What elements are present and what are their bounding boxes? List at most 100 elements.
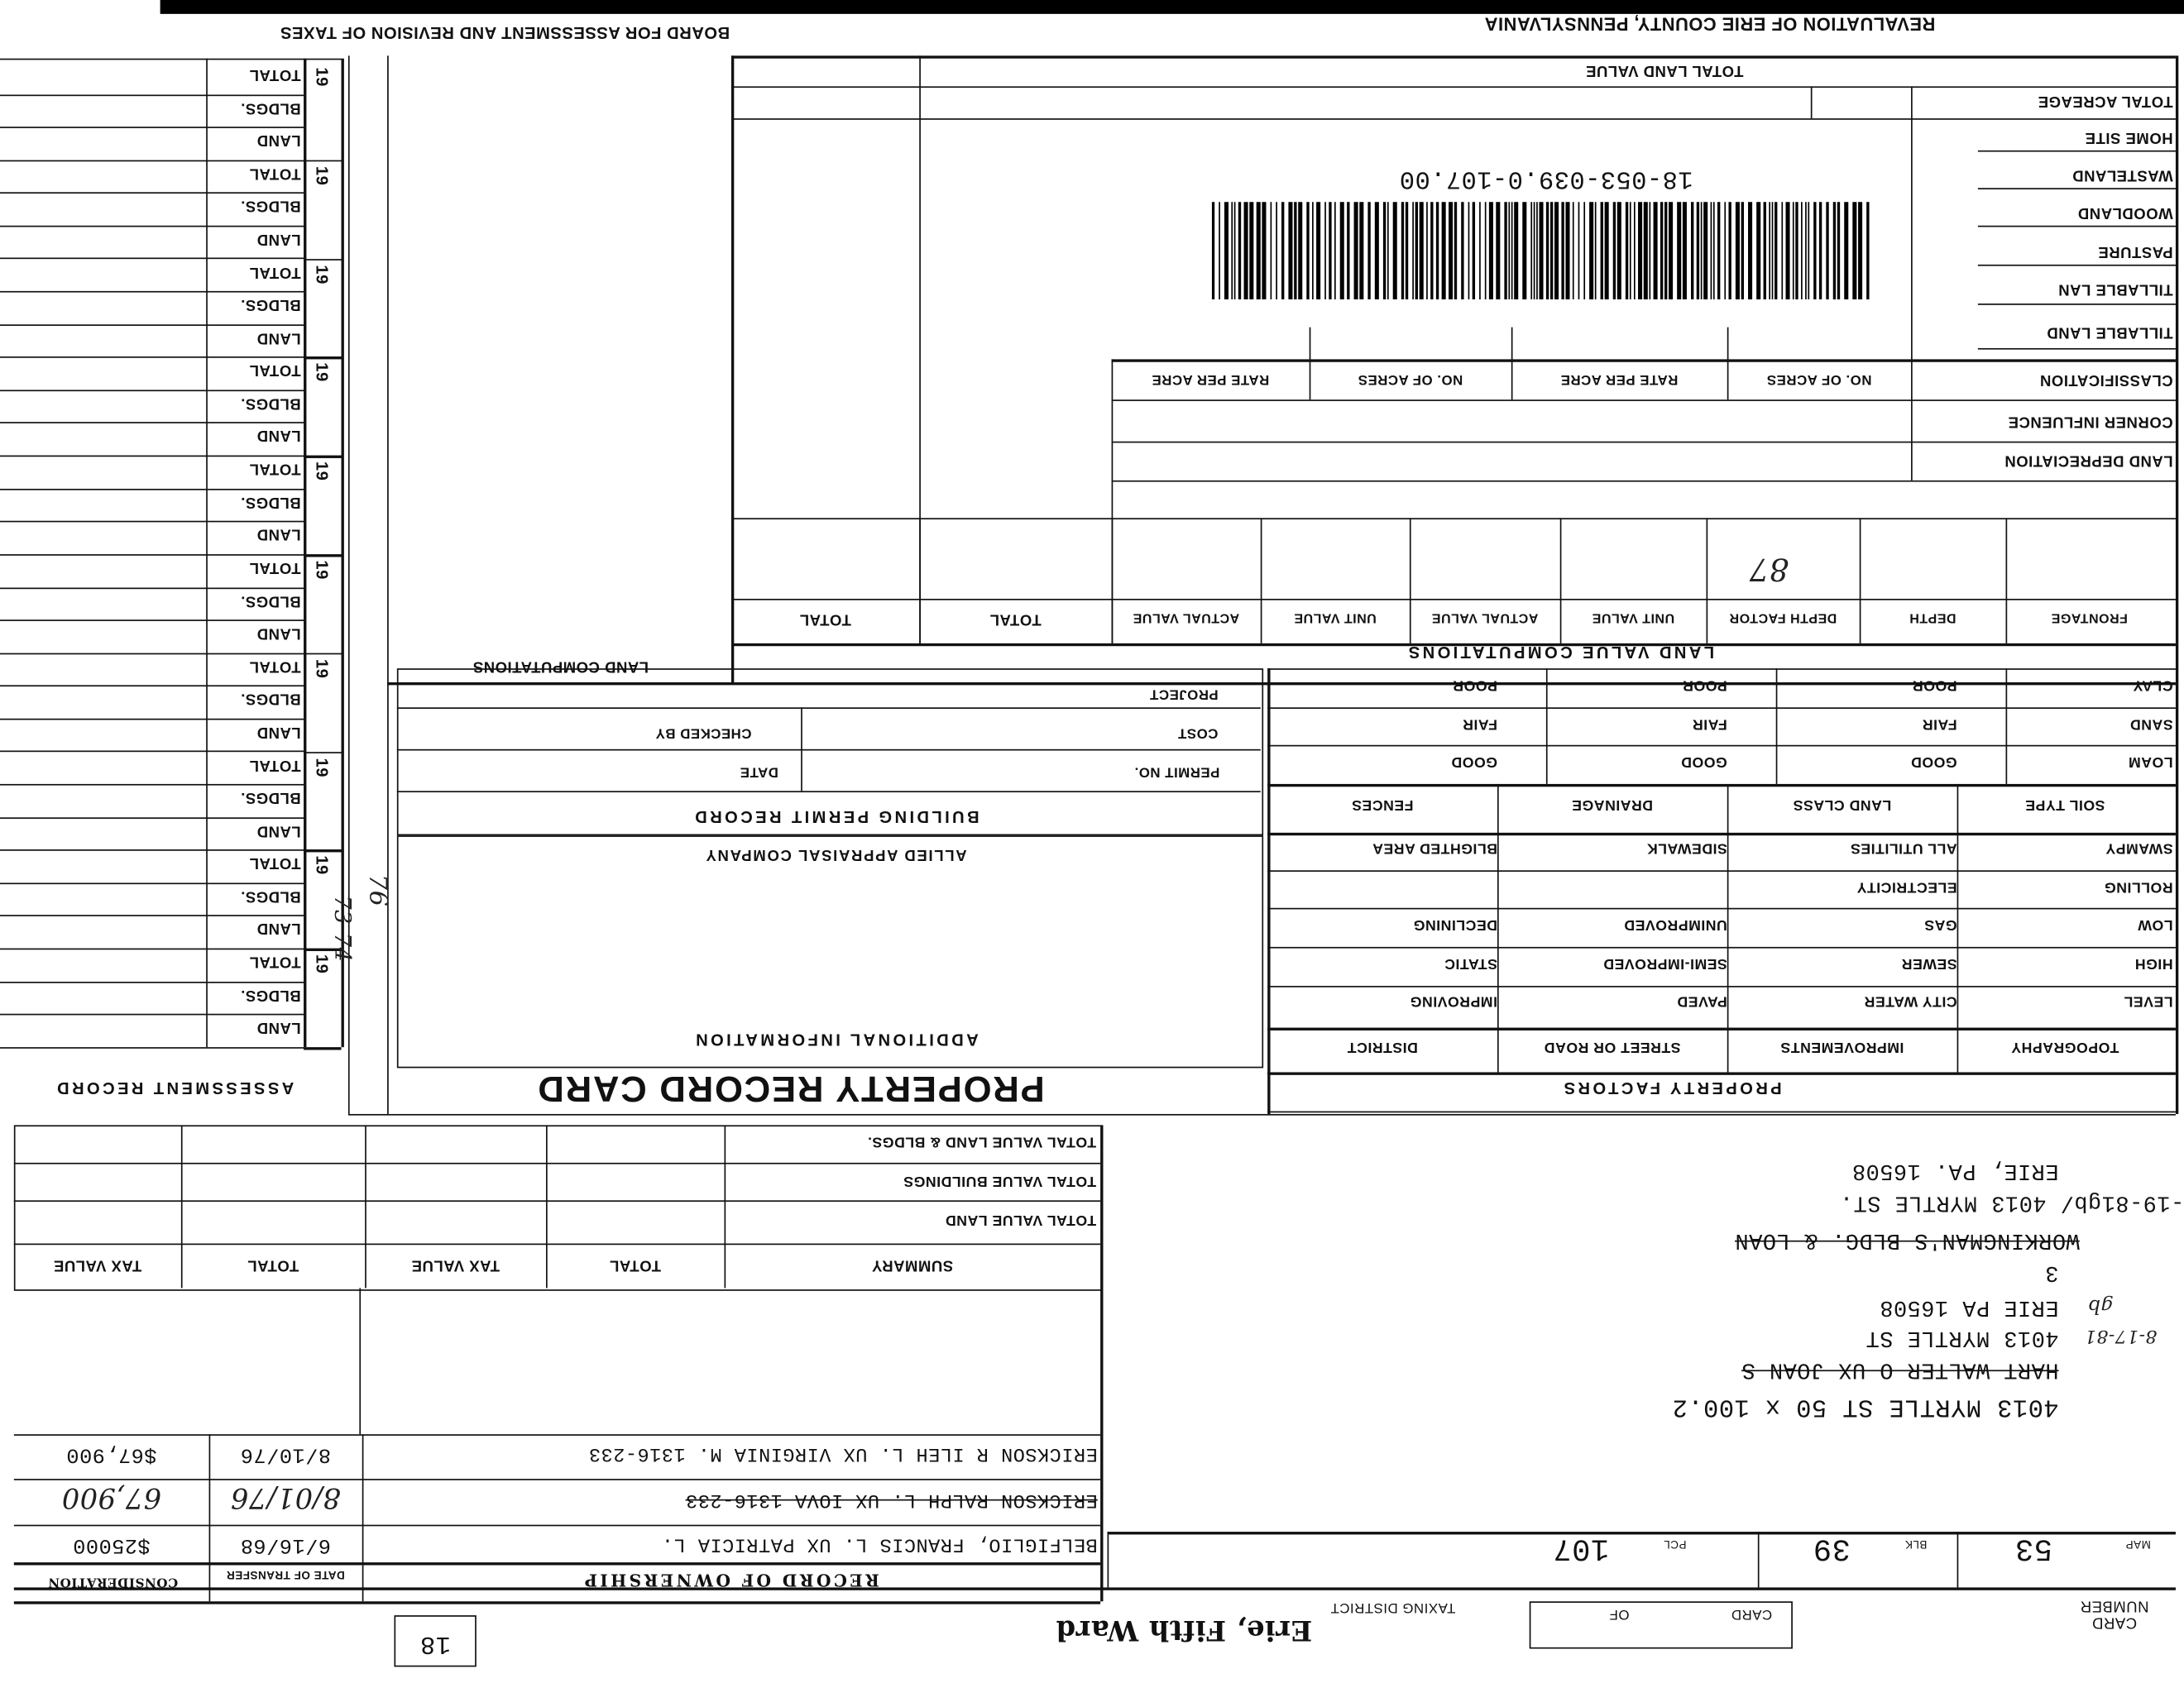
label-corner-influence: CORNER INFLUENCE — [2008, 413, 2173, 430]
soil-header: DRAINAGE — [1571, 796, 1654, 814]
barcode-bar — [1468, 202, 1470, 299]
address-line: 4013 MYRTLE ST — [1866, 1325, 2059, 1351]
assessment-label: BLDGS. — [240, 98, 301, 116]
property-factors-title: PROPERTY FACTORS — [1561, 1078, 1782, 1098]
assessment-year-prefix: 19 — [312, 165, 333, 186]
barcode-bar — [1691, 202, 1694, 299]
barcode-bar — [1837, 202, 1841, 299]
summary-row-label: TOTAL VALUE LAND & BLDGS. — [867, 1133, 1097, 1150]
column-header: UNIT VALUE — [1293, 610, 1377, 625]
address-line: ERIE, PA. 16508 — [1851, 1158, 2059, 1184]
rule-line — [1977, 264, 2176, 266]
label-land-depreciation: LAND DEPRECIATION — [2004, 452, 2173, 469]
pcl-label: PCL — [1663, 1537, 1687, 1551]
rule-line — [2005, 518, 2008, 643]
box-number — [394, 1615, 477, 1667]
barcode-bar — [1224, 202, 1229, 299]
factor-cell: GAS — [1923, 916, 1957, 934]
rule-line — [730, 55, 734, 683]
assessment-label: LAND — [256, 230, 301, 247]
permit-checked-by-label: CHECKED BY — [655, 724, 752, 740]
assessment-year-handwritten: 74 — [329, 932, 357, 963]
taxing-district-label: TAXING DISTRICT — [1330, 1599, 1456, 1615]
barcode-bar — [1539, 202, 1544, 299]
column-header: DEPTH FACTOR — [1729, 610, 1837, 625]
barcode-bar — [1387, 202, 1389, 299]
summary-header: TOTAL — [247, 1256, 299, 1274]
summary-header: TOTAL — [609, 1256, 662, 1274]
barcode-bar — [1795, 202, 1798, 299]
rule-line — [13, 1601, 1101, 1604]
barcode-bar — [1243, 202, 1248, 299]
taxing-district-name: Erie, Fifth Ward — [1056, 1614, 1313, 1647]
transfer-date: 6/16/68 — [240, 1533, 331, 1556]
rule-line — [0, 784, 304, 786]
rule-line — [365, 1125, 367, 1289]
rule-line — [1111, 359, 1114, 643]
barcode-bar — [1549, 202, 1554, 299]
barcode-bar — [1415, 202, 1419, 299]
permit-date-label: DATE — [740, 763, 778, 780]
rule-line — [1267, 946, 2176, 949]
barcode-bar — [1649, 202, 1651, 299]
barcode-bar — [1430, 202, 1434, 299]
barcode-bar — [1262, 202, 1267, 299]
rule-line — [0, 257, 304, 260]
rule-line — [304, 160, 342, 162]
blk-value: 39 — [1813, 1530, 1851, 1566]
barcode-bar — [1572, 202, 1574, 299]
label-rate-per-acre: RATE PER ACRE — [1560, 371, 1679, 387]
rule-line — [1911, 86, 1913, 481]
barcode-bar — [1600, 202, 1603, 299]
note-date-handwritten: 8-17-81 — [2084, 1325, 2158, 1346]
factor-cell: SWAMPY — [2105, 839, 2173, 857]
rule-line — [0, 192, 304, 194]
barcode-bar — [1724, 202, 1727, 299]
rule-line — [1545, 668, 1548, 784]
barcode-bar — [1682, 202, 1687, 299]
rule-line — [0, 915, 304, 917]
label-wasteland: WASTELAND — [2071, 166, 2173, 184]
rule-line — [304, 356, 342, 360]
note-initials-handwritten: gb — [2087, 1294, 2114, 1317]
rule-line — [13, 1562, 1101, 1566]
barcode-bar — [1604, 202, 1609, 299]
barcode-bar — [1484, 202, 1487, 299]
rule-line — [2005, 668, 2008, 784]
address-line: ERIE PA 16508 — [1879, 1294, 2059, 1320]
consideration-value: $67,900 — [65, 1442, 157, 1466]
rule-line — [1267, 707, 2176, 710]
barcode-bar — [1710, 202, 1712, 299]
soil-cell: CLAY — [2133, 677, 2173, 694]
soil-cell: GOOD — [1450, 753, 1497, 771]
factor-cell: UNIMPROVED — [1623, 916, 1727, 934]
rule-line — [730, 86, 2176, 88]
rule-line — [1956, 1532, 1959, 1588]
rule-line — [1111, 480, 2176, 482]
rule-line — [919, 518, 922, 643]
barcode-bar — [1496, 202, 1501, 299]
rule-line — [1775, 668, 1778, 784]
label-home-site: HOME SITE — [2085, 128, 2173, 146]
factor-cell: STATIC — [1444, 954, 1497, 972]
factor-cell: IMPROVING — [1410, 992, 1497, 1010]
assessment-label: TOTAL — [249, 953, 301, 971]
rule-line — [13, 1587, 2176, 1590]
rule-line — [0, 751, 304, 753]
parcel-barcode — [1211, 202, 1870, 299]
barcode-bar — [1735, 202, 1740, 299]
factor-cell: CITY WATER — [1864, 992, 1957, 1010]
assessment-label: BLDGS. — [240, 395, 301, 412]
barcode-bar — [1808, 202, 1810, 299]
barcode-bar — [1612, 202, 1616, 299]
assessment-label: LAND — [256, 525, 301, 543]
barcode-bar — [1276, 202, 1277, 299]
rule-line — [1977, 150, 2176, 152]
factor-cell: ROLLING — [2104, 877, 2173, 895]
barcode-bar — [1629, 202, 1631, 299]
soil-cell: FAIR — [1922, 715, 1957, 732]
barcode-bar — [1339, 202, 1344, 299]
barcode-bar — [1696, 202, 1700, 299]
assessment-label: BLDGS. — [240, 986, 301, 1003]
label-no-of-acres: NO. OF ACRES — [1766, 371, 1872, 387]
